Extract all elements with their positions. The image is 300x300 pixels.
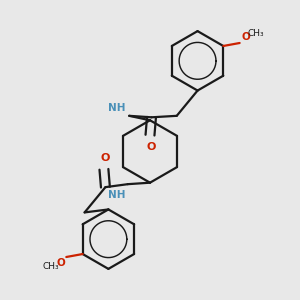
Text: CH₃: CH₃ [42,262,59,272]
Text: NH: NH [108,190,125,200]
Text: O: O [147,142,156,152]
Text: CH₃: CH₃ [247,29,264,38]
Text: NH: NH [108,103,126,113]
Text: O: O [56,259,65,269]
Text: O: O [101,153,110,164]
Text: O: O [241,32,250,41]
